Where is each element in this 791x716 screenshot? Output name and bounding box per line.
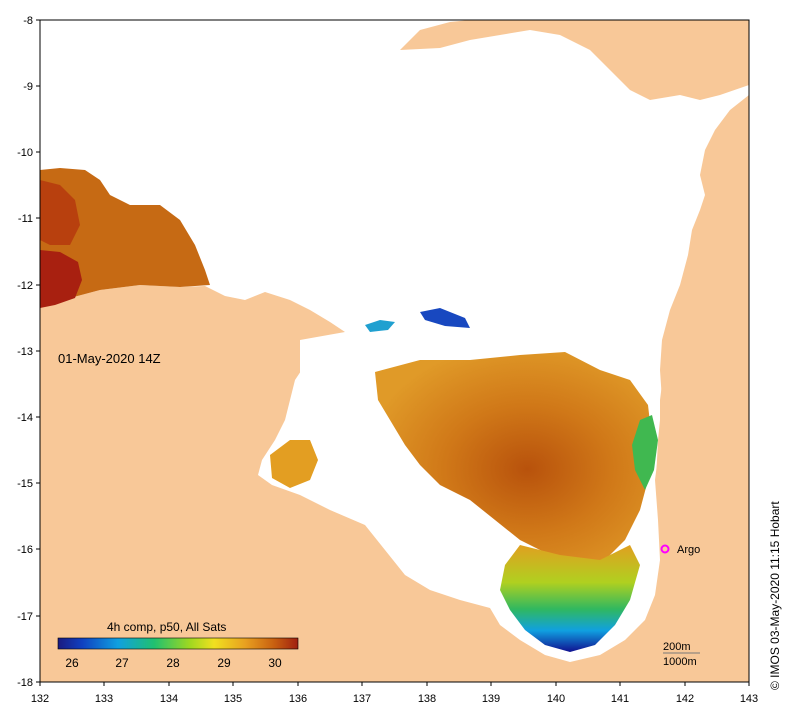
x-tick-label: 143 bbox=[740, 693, 758, 705]
sst-north-streak bbox=[420, 308, 470, 328]
y-tick-label: -13 bbox=[17, 346, 33, 358]
sst-hot-patch-2 bbox=[40, 180, 80, 245]
x-tick-label: 134 bbox=[160, 693, 178, 705]
y-tick-label: -9 bbox=[23, 81, 33, 93]
imos-credit: © IMOS 03-May-2020 11:15 Hobart bbox=[768, 501, 782, 690]
y-tick-label: -10 bbox=[17, 147, 33, 159]
x-tick-label: 137 bbox=[353, 693, 371, 705]
sst-eastern-edge bbox=[632, 415, 658, 490]
argo-label: Argo bbox=[677, 544, 700, 556]
colorbar-gradient bbox=[57, 637, 299, 650]
sst-north-streak-2 bbox=[365, 320, 395, 332]
colorbar-tick: 26 bbox=[65, 656, 79, 670]
y-tick-label: -16 bbox=[17, 544, 33, 556]
colorbar-tick: 30 bbox=[268, 656, 282, 670]
contour-label-1000m: 1000m bbox=[663, 656, 697, 668]
contour-label-200m: 200m bbox=[663, 641, 691, 653]
land-northern-territory bbox=[40, 195, 749, 682]
x-tick-label: 135 bbox=[224, 693, 242, 705]
y-tick-label: -8 bbox=[23, 15, 33, 27]
x-tick-label: 138 bbox=[418, 693, 436, 705]
x-tick-label: 133 bbox=[95, 693, 113, 705]
x-tick-label: 140 bbox=[547, 693, 565, 705]
colorbar-tick: 28 bbox=[166, 656, 180, 670]
sst-hot-patch bbox=[40, 250, 82, 308]
x-tick-label: 142 bbox=[676, 693, 694, 705]
colorbar-title: 4h comp, p50, All Sats bbox=[107, 620, 226, 634]
y-tick-label: -17 bbox=[17, 611, 33, 623]
land-new-guinea bbox=[400, 20, 749, 100]
x-tick-label: 136 bbox=[289, 693, 307, 705]
y-tick-label: -11 bbox=[18, 213, 33, 225]
sst-west-gulf-patch bbox=[270, 440, 318, 488]
colorbar-tick: 27 bbox=[115, 656, 129, 670]
y-axis: -8 -9 -10 -11 -12 -13 -14 -15 -16 -17 -1… bbox=[17, 15, 40, 689]
sst-gulf-south bbox=[500, 545, 640, 652]
x-axis: 132 133 134 135 136 137 138 139 140 141 … bbox=[31, 682, 758, 705]
y-tick-label: -14 bbox=[17, 412, 33, 424]
land-cape-york bbox=[656, 95, 749, 660]
x-tick-label: 141 bbox=[611, 693, 629, 705]
sst-gulf-field bbox=[375, 352, 652, 565]
map-timestamp: 01-May-2020 14Z bbox=[58, 351, 161, 366]
argo-icon bbox=[660, 544, 670, 554]
x-tick-label: 132 bbox=[31, 693, 49, 705]
y-tick-label: -15 bbox=[17, 478, 33, 490]
y-tick-label: -12 bbox=[17, 280, 33, 292]
colorbar-tick: 29 bbox=[217, 656, 231, 670]
x-tick-label: 139 bbox=[482, 693, 500, 705]
y-tick-label: -18 bbox=[17, 677, 33, 689]
sst-arafura-west bbox=[40, 168, 210, 300]
argo-float-marker[interactable]: Argo bbox=[660, 544, 701, 556]
sst-colorbar: 4h comp, p50, All Sats 26 27 28 29 30 bbox=[57, 620, 299, 670]
